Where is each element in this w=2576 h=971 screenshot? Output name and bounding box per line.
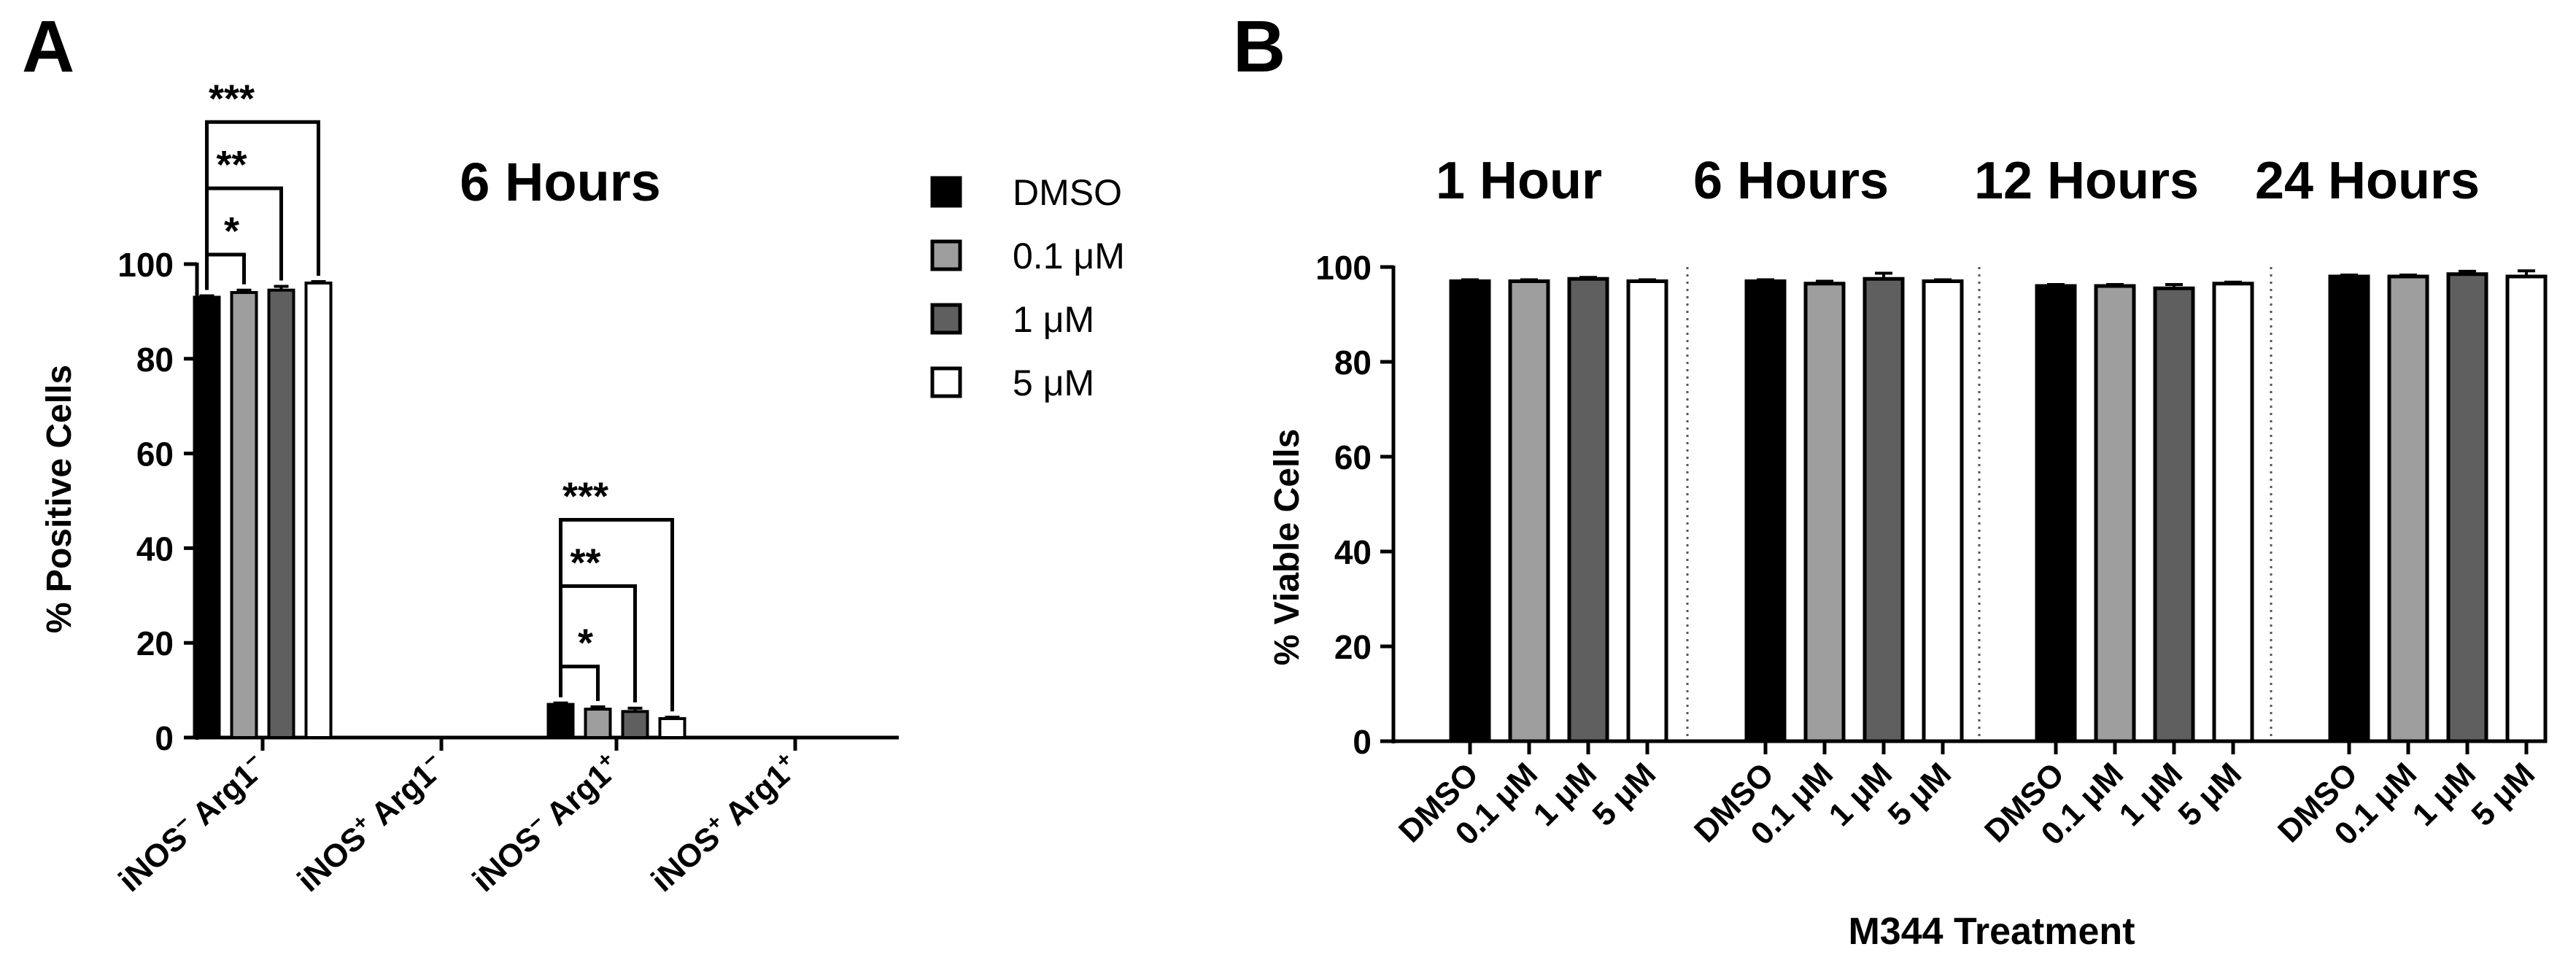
bar-b bbox=[2387, 274, 2429, 743]
panel-b-letter: B bbox=[1233, 6, 1285, 88]
bar-a bbox=[230, 290, 258, 739]
bar-b bbox=[1803, 282, 1846, 743]
legend-label-5um: 5 μM bbox=[1013, 363, 1094, 403]
significance-bracket-a bbox=[205, 252, 246, 290]
group-title: 6 Hours bbox=[1693, 152, 1889, 210]
y-tick-label-a: 0 bbox=[155, 719, 174, 757]
legend-swatch-1um bbox=[930, 303, 962, 335]
y-tick-label-b: 0 bbox=[1353, 723, 1372, 761]
x-tick-label-b: 1 μM bbox=[1527, 756, 1604, 833]
bar-b bbox=[2446, 272, 2488, 743]
significance-label-a: * bbox=[224, 209, 239, 253]
bar-a bbox=[193, 295, 221, 739]
bar-b bbox=[1744, 279, 1787, 743]
x-category-label-a: iNOS− Arg1− bbox=[111, 747, 274, 899]
bar-b bbox=[1863, 276, 1905, 743]
legend-swatch-5um bbox=[930, 366, 962, 398]
panel-a-y-axis-label: % Positive Cells bbox=[40, 365, 79, 633]
significance-label-a: * bbox=[578, 622, 593, 665]
significance-label-a: *** bbox=[209, 77, 255, 120]
legend-label-0-1um: 0.1 μM bbox=[1013, 236, 1125, 276]
bar-b bbox=[2212, 282, 2254, 743]
bar-a bbox=[658, 717, 686, 739]
x-tick-label-b: 5 μM bbox=[2465, 756, 2542, 833]
x-tick-label-b: 1 μM bbox=[1822, 756, 1900, 833]
legend-label-1um: 1 μM bbox=[1013, 299, 1094, 340]
significance-label-a: *** bbox=[562, 474, 608, 518]
y-tick-label-a: 80 bbox=[136, 341, 174, 379]
x-category-label-a: iNOS+ Arg1− bbox=[290, 747, 452, 899]
bar-b bbox=[1922, 279, 1964, 743]
x-tick-label-b: 5 μM bbox=[1586, 756, 1663, 833]
y-tick-label-a: 40 bbox=[136, 530, 174, 568]
bar-b bbox=[2505, 274, 2548, 743]
bar-b bbox=[2328, 274, 2370, 743]
significance-bracket-a bbox=[559, 665, 600, 701]
bar-b bbox=[2153, 286, 2195, 743]
x-tick-label-b: 5 μM bbox=[1881, 756, 1959, 833]
legend-label-dmso: DMSO bbox=[1013, 172, 1122, 213]
significance-bracket-a bbox=[559, 517, 674, 712]
bar-a bbox=[267, 288, 295, 739]
bar-a bbox=[621, 710, 649, 739]
panel-b-chart: % Viable Cells M344 Treatment 0 20 40 60 80 1… bbox=[1268, 152, 2548, 953]
panel-b-x-axis-label: M344 Treatment bbox=[1848, 910, 2135, 953]
group-title: 24 Hours bbox=[2255, 152, 2480, 210]
panel-a-title: 6 Hours bbox=[460, 152, 661, 212]
y-tick-label-b: 100 bbox=[1315, 249, 1372, 287]
group-title: 1 Hour bbox=[1436, 152, 1602, 210]
y-tick-label-a: 60 bbox=[136, 436, 174, 473]
x-tick-label-b: 1 μM bbox=[2113, 756, 2190, 833]
bar-a bbox=[546, 703, 575, 740]
bar-b bbox=[2035, 284, 2077, 743]
bar-b bbox=[2094, 284, 2136, 743]
bar-a bbox=[304, 281, 333, 739]
significance-label-a: ** bbox=[216, 143, 247, 187]
y-tick-label-a: 100 bbox=[117, 246, 174, 284]
y-tick-label-b: 20 bbox=[1334, 628, 1372, 666]
x-tick-label-b: 1 μM bbox=[2406, 756, 2483, 833]
y-tick-label-b: 40 bbox=[1334, 533, 1372, 571]
legend: DMSO 0.1 μM 1 μM 5 μM bbox=[930, 172, 1125, 403]
bar-b bbox=[1567, 276, 1609, 743]
x-tick-label-b: 5 μM bbox=[2172, 756, 2249, 833]
x-category-label-a: iNOS+ Arg1+ bbox=[643, 747, 806, 899]
bar-b bbox=[1626, 279, 1668, 743]
significance-label-a: ** bbox=[570, 541, 600, 584]
y-tick-label-b: 60 bbox=[1334, 438, 1372, 476]
legend-swatch-0-1um bbox=[930, 239, 962, 271]
y-tick-label-a: 20 bbox=[136, 624, 174, 662]
panel-b-y-axis-label: % Viable Cells bbox=[1268, 429, 1307, 666]
y-tick-label-b: 80 bbox=[1334, 344, 1372, 382]
panel-a-chart: 6 Hours % Positive Cells 0 20 40 60 80 100 iNO… bbox=[40, 77, 899, 899]
x-category-label-a: iNOS− Arg1+ bbox=[465, 747, 627, 899]
group-title: 12 Hours bbox=[1974, 152, 2199, 210]
panel-a-letter: A bbox=[22, 6, 74, 88]
bar-b bbox=[1449, 279, 1491, 743]
legend-swatch-dmso bbox=[930, 176, 962, 208]
significance-bracket-a bbox=[205, 120, 320, 290]
bar-a bbox=[584, 708, 612, 739]
bar-b bbox=[1508, 279, 1550, 743]
